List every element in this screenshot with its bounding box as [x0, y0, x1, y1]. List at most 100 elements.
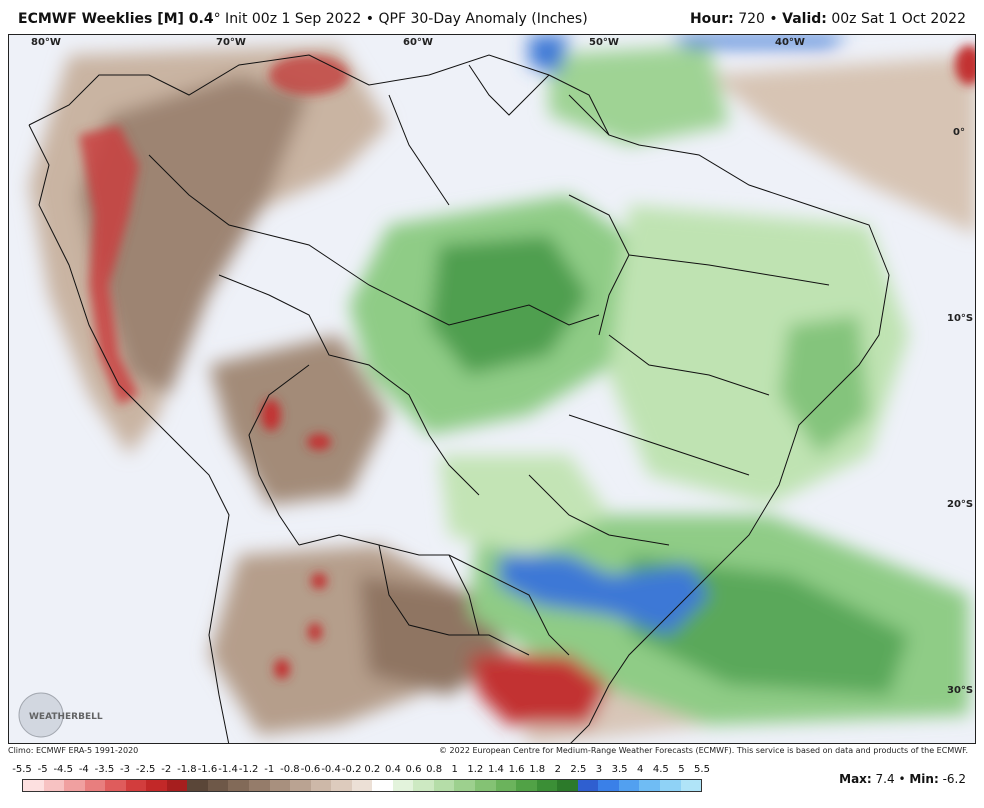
legend-swatch — [495, 780, 517, 791]
legend-colorbar — [22, 779, 702, 792]
legend-tick-label: 5 — [678, 764, 685, 775]
legend-swatch — [269, 780, 291, 791]
legend-tick-label: 3 — [595, 764, 603, 775]
legend-tick-label: -1.8 — [177, 764, 197, 775]
legend-tick-label: 0.6 — [405, 764, 422, 775]
legend-swatch — [475, 780, 496, 791]
legend-tick-label: 0.8 — [426, 764, 443, 775]
map-title: ECMWF Weeklies [M] 0.4° Init 00z 1 Sep 2… — [18, 11, 588, 27]
legend-swatch — [105, 780, 126, 791]
legend-tick-label: -2.5 — [135, 764, 156, 775]
legend-swatch — [187, 780, 208, 791]
copyright-note: © 2022 European Centre for Medium-Range … — [439, 746, 968, 755]
legend-tick-label: 0.2 — [364, 764, 381, 775]
legend-swatch — [310, 780, 332, 791]
legend-tick-label: 5.5 — [694, 764, 710, 775]
legend-tick-label: -1.2 — [238, 764, 259, 775]
climo-note: Climo: ECMWF ERA-5 1991-2020 — [8, 746, 139, 755]
weatherbell-logo: WEATHERBELL — [18, 692, 103, 738]
legend-swatch — [249, 780, 270, 791]
lon-label-80w: 80°W — [31, 37, 61, 48]
legend-tick-label: 1 — [451, 764, 458, 775]
map-area: WEATHERBELL 80°W 70°W 60°W 50°W 40°W 0° … — [8, 34, 976, 744]
legend-tick-label: -5 — [37, 764, 48, 775]
legend-tick-label: -4 — [78, 764, 89, 775]
legend-swatch — [23, 780, 44, 791]
legend-swatch — [331, 780, 352, 791]
legend-tick-label: -5.5 — [12, 764, 32, 775]
legend-swatch — [43, 780, 65, 791]
legend-tick-label: 1.6 — [508, 764, 525, 775]
valid-label: Valid: — [782, 11, 827, 27]
legend-swatch — [659, 780, 681, 791]
legend-swatch — [413, 780, 434, 791]
legend-tick-label: 4 — [636, 764, 644, 775]
legend-tick-label: 1.8 — [529, 764, 546, 775]
legend-swatch — [392, 780, 414, 791]
max-min-readout: Max: 7.4 • Min: -6.2 — [839, 772, 966, 786]
country-borders — [28, 54, 890, 743]
legend-swatch — [372, 780, 393, 791]
legend-swatch — [618, 780, 640, 791]
min-value: -6.2 — [942, 772, 966, 786]
legend-tick-label: 0.4 — [384, 764, 401, 775]
legend-tick-label: 3.5 — [611, 764, 628, 775]
legend-swatch — [454, 780, 476, 791]
legend-swatch — [351, 780, 373, 791]
legend-tick-label: -1.6 — [197, 764, 218, 775]
legend-tick-label: -0.6 — [300, 764, 321, 775]
lat-label-0: 0° — [953, 127, 965, 138]
anomaly-map: WEATHERBELL — [9, 35, 975, 743]
legend-swatch — [598, 780, 619, 791]
valid-value: 00z Sat 1 Oct 2022 — [831, 11, 966, 27]
legend-swatch — [680, 780, 702, 791]
legend-tick-label: -3.5 — [94, 764, 115, 775]
init-description: Init 00z 1 Sep 2022 • QPF 30-Day Anomaly… — [220, 11, 588, 27]
logo-text: WEATHERBELL — [29, 712, 103, 722]
degree-symbol: ° — [213, 11, 221, 27]
legend-tick-label: -1.4 — [218, 764, 238, 775]
min-label: Min: — [909, 772, 939, 786]
legend-swatch — [146, 780, 167, 791]
hour-value: 720 — [738, 11, 765, 27]
legend-tick-label: -0.2 — [341, 764, 362, 775]
max-label: Max: — [839, 772, 872, 786]
legend-swatch — [433, 780, 455, 791]
lon-label-50w: 50°W — [589, 37, 619, 48]
header-bar: ECMWF Weeklies [M] 0.4° Init 00z 1 Sep 2… — [0, 0, 984, 34]
legend-swatch — [577, 780, 599, 791]
legend-tick-label: 4.5 — [652, 764, 669, 775]
legend-swatch — [166, 780, 188, 791]
legend-tick-label: 1.2 — [467, 764, 484, 775]
legend-swatch — [516, 780, 537, 791]
legend-tick-label: -1 — [264, 764, 275, 775]
legend-swatch — [84, 780, 106, 791]
legend-ticks: -5.5 -5 -4.5 -4 -3.5 -3 -2.5 -2 -1.8 -1.6 -1.4 -1.2… — [12, 764, 710, 778]
lon-label-40w: 40°W — [775, 37, 805, 48]
legend-tick-label: 2 — [554, 764, 561, 775]
anomaly-shading — [29, 35, 975, 743]
max-value: 7.4 — [875, 772, 895, 786]
legend-tick-label: -0.8 — [280, 764, 300, 775]
legend-tick-label: -4.5 — [53, 764, 73, 775]
legend-swatch — [639, 780, 660, 791]
lon-label-70w: 70°W — [216, 37, 246, 48]
legend-tick-label: 2.5 — [570, 764, 587, 775]
legend-tick-label: -0.4 — [321, 764, 341, 775]
legend-swatch — [64, 780, 85, 791]
lat-label-10s: 10°S — [947, 313, 974, 324]
legend-tick-label: -2 — [161, 764, 172, 775]
legend-swatch — [207, 780, 229, 791]
valid-time: Hour: 720 • Valid: 00z Sat 1 Oct 2022 — [689, 11, 966, 27]
legend-swatch — [290, 780, 311, 791]
lon-label-60w: 60°W — [403, 37, 433, 48]
legend-tick-label: -3 — [120, 764, 131, 775]
legend-swatch — [557, 780, 578, 791]
hour-label: Hour: — [689, 11, 734, 27]
model-name: ECMWF Weeklies [M] 0.4 — [18, 11, 214, 27]
legend-swatch — [536, 780, 558, 791]
lat-label-20s: 20°S — [947, 499, 974, 510]
legend-tick-label: 1.4 — [487, 764, 504, 775]
legend-swatch — [125, 780, 147, 791]
lat-label-30s: 30°S — [947, 685, 974, 696]
